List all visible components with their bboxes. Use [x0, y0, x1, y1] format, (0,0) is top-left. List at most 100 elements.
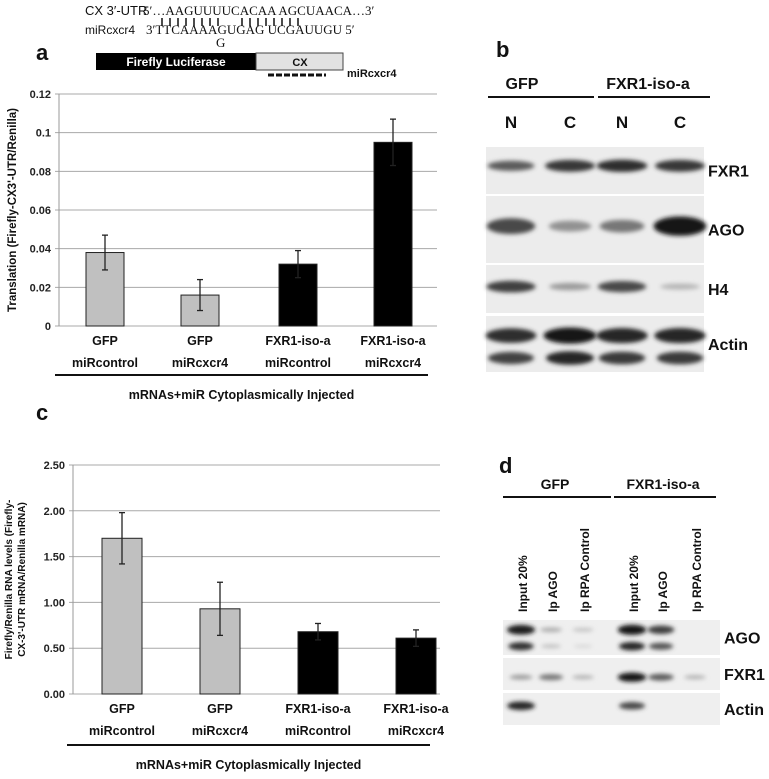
y-axis-label: Firefly/Renilla RNA levels (Firefly- — [4, 500, 15, 660]
group-label: GFP — [541, 476, 570, 492]
band — [543, 327, 597, 344]
row-label: Actin — [708, 337, 748, 354]
lane-label: Input 20% — [516, 555, 530, 612]
panel-label-b: b — [496, 37, 509, 62]
lane-label: Ip RPA Control — [578, 528, 592, 612]
panel-label-d: d — [499, 453, 512, 478]
band — [573, 644, 593, 648]
lane-label: N — [616, 113, 628, 132]
mir-tag: miRcxcr4 — [347, 68, 397, 80]
band — [546, 351, 594, 365]
band — [572, 627, 594, 632]
row-label: AGO — [724, 631, 760, 648]
base-pair-lines — [161, 18, 299, 26]
category-label: GFP — [109, 702, 135, 716]
band — [538, 674, 564, 681]
band — [684, 675, 706, 680]
y-tick-label: 2.00 — [44, 506, 65, 518]
mir-label: miRcxcr4 — [85, 23, 135, 37]
chart-a-translation: 0 0.02 0.04 0.06 0.08 0.1 0.12 GFP miRcontrol GFP… — [7, 89, 437, 402]
band — [653, 216, 707, 236]
group-label: FXR1-iso-a — [626, 476, 699, 492]
row-label: AGO — [708, 223, 744, 240]
western-blot-b: GFP FXR1-iso-a N C N C FXR1 AGO H4 Actin — [485, 76, 749, 372]
band — [541, 644, 561, 649]
band — [549, 282, 591, 291]
band — [509, 674, 533, 680]
band — [618, 702, 646, 710]
category-label: miRcontrol — [285, 724, 351, 738]
y-tick-label: 2.50 — [44, 460, 65, 472]
band — [647, 625, 675, 635]
cx-label: CX — [292, 57, 308, 69]
band — [656, 351, 704, 365]
y-tick-label: 0.00 — [44, 689, 65, 701]
lane-label: N — [505, 113, 517, 132]
band — [540, 627, 562, 633]
category-label: FXR1-iso-a — [285, 702, 351, 716]
band — [485, 328, 537, 343]
row-label: FXR1 — [708, 164, 749, 181]
y-tick-label: 1.00 — [44, 597, 65, 609]
mir-sequence: 3′TTCAAAAGUGAG UCGAUUGU 5′ — [146, 22, 355, 37]
y-tick-label: 0.04 — [30, 244, 52, 256]
band — [486, 218, 536, 234]
lane-label: C — [564, 113, 576, 132]
row-label: FXR1 — [724, 667, 765, 684]
y-tick-label: 0.50 — [44, 643, 65, 655]
band — [619, 642, 645, 651]
category-label: FXR1-iso-a — [265, 334, 331, 348]
band — [599, 219, 645, 233]
band — [654, 328, 706, 344]
lane-label: Ip RPA Control — [690, 528, 704, 612]
cx-utr-box — [255, 52, 344, 71]
blot-strip — [503, 693, 720, 725]
panel-label-a: a — [36, 40, 49, 65]
band — [486, 280, 536, 293]
bulge-base: G — [216, 35, 225, 50]
bar — [297, 631, 339, 695]
y-axis-label: Translation (Firefly-CX3'-UTR/Renilla) — [7, 108, 19, 312]
group-label: GFP — [506, 76, 539, 93]
row-label: H4 — [708, 282, 729, 299]
band — [598, 351, 646, 365]
panel-label-c: c — [36, 400, 48, 425]
category-label: miRcxcr4 — [172, 356, 228, 370]
x-axis-label: mRNAs+miR Cytoplasmically Injected — [129, 388, 354, 402]
category-label: GFP — [187, 334, 213, 348]
band — [597, 280, 647, 293]
y-tick-label: 0.1 — [36, 128, 51, 140]
x-axis-label: mRNAs+miR Cytoplasmically Injected — [136, 758, 361, 772]
bar — [373, 141, 413, 327]
band — [508, 642, 534, 651]
utr-sequence: 5′…AAGUUUUCACAA AGCUAACA…3′ — [143, 3, 375, 18]
category-label: GFP — [207, 702, 233, 716]
firefly-label: Firefly Luciferase — [126, 55, 226, 69]
band — [617, 672, 647, 682]
group-label: FXR1-iso-a — [606, 76, 690, 93]
band — [655, 159, 705, 172]
category-label: GFP — [92, 334, 118, 348]
y-tick-label: 0.12 — [30, 89, 51, 101]
band — [487, 160, 535, 171]
category-label: miRcxcr4 — [192, 724, 248, 738]
lane-label: Input 20% — [627, 555, 641, 612]
firefly-luciferase-box — [96, 53, 256, 70]
band — [572, 675, 594, 680]
lane-label: C — [674, 113, 686, 132]
lane-label: Ip AGO — [546, 571, 560, 612]
y-tick-label: 1.50 — [44, 552, 65, 564]
category-label: FXR1-iso-a — [360, 334, 426, 348]
band — [660, 283, 700, 290]
band — [596, 159, 648, 172]
band — [648, 673, 674, 681]
category-label: miRcontrol — [72, 356, 138, 370]
y-axis-label: CX-3'-UTR mRNA/Renilla mRNA) — [17, 502, 28, 657]
y-tick-label: 0.06 — [30, 205, 51, 217]
blot-strip — [503, 620, 720, 655]
blot-strip — [503, 658, 720, 690]
row-label: Actin — [724, 702, 764, 719]
y-tick-label: 0.08 — [30, 166, 51, 178]
lane-label: Ip AGO — [656, 571, 670, 612]
